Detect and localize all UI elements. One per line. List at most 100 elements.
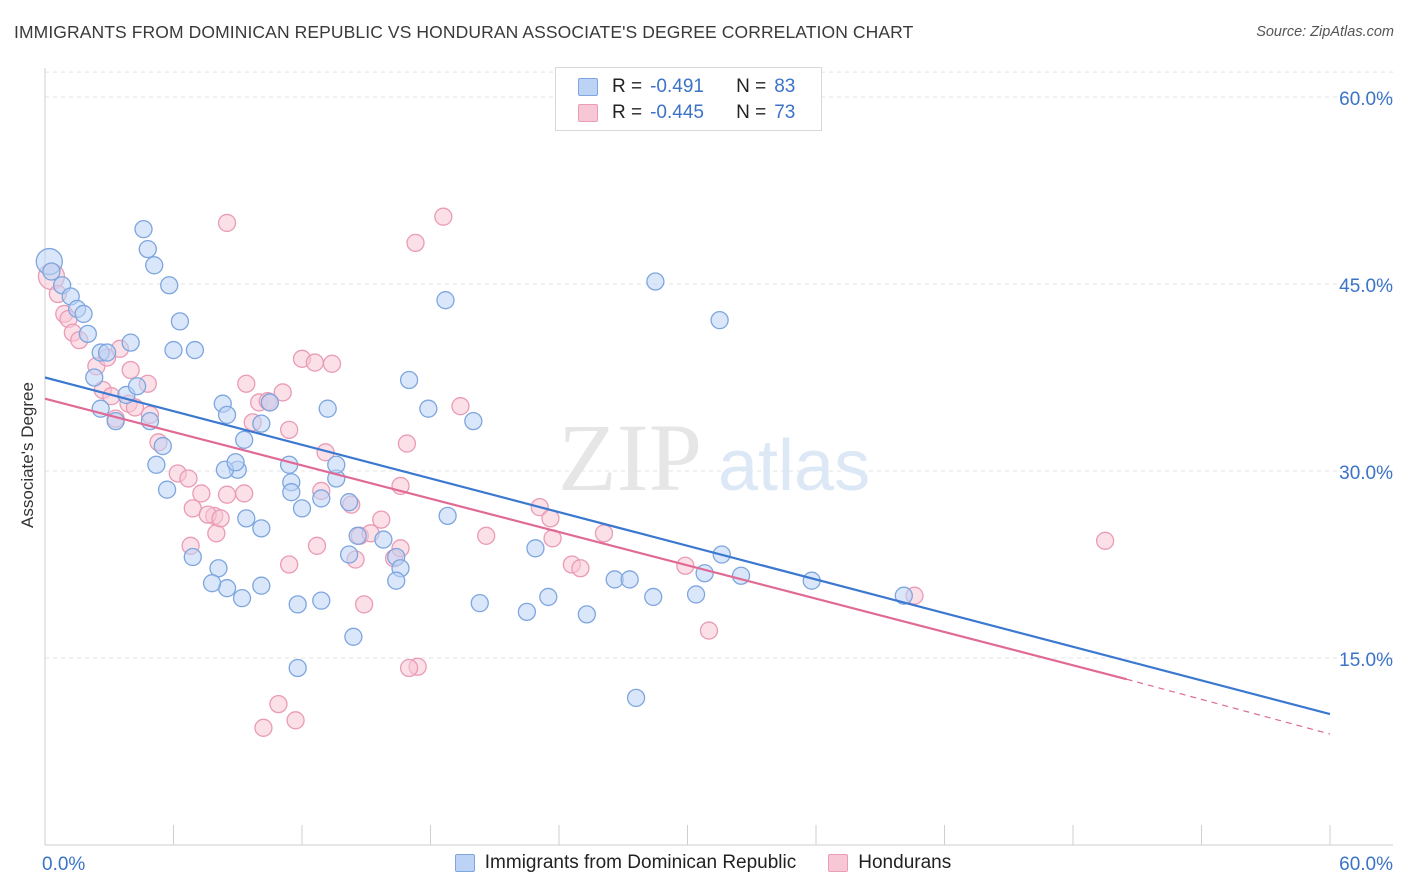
honduran-point	[399, 658, 419, 678]
legend-item-hondurans: Hondurans	[828, 852, 951, 874]
n-value: 73	[774, 102, 796, 123]
dominican-point	[339, 545, 359, 564]
honduran-point	[179, 469, 198, 488]
dominican-point	[464, 411, 483, 431]
dominican-point	[292, 499, 312, 518]
y-tick-label: 15.0%	[1339, 650, 1393, 671]
watermark: ZIP atlas	[558, 404, 870, 511]
dominican-point	[164, 340, 183, 360]
dominican-point	[339, 493, 359, 512]
blue-swatch	[454, 854, 475, 872]
honduran-point	[207, 524, 226, 543]
r-label: R =	[612, 76, 643, 97]
y-axis-label: Associate's Degree	[18, 382, 37, 528]
honduran-point	[699, 621, 719, 640]
honduran-point	[434, 207, 453, 226]
dominican-point	[217, 405, 237, 425]
dominican-point	[121, 333, 140, 352]
dominican-point	[260, 393, 280, 412]
dominican-point	[399, 370, 419, 390]
dominican-point	[312, 489, 331, 508]
n-label: N =	[736, 102, 767, 123]
legend-row-dominican: R = -0.491 N = 83	[578, 75, 795, 99]
pink-swatch	[828, 854, 849, 872]
honduran-point	[397, 434, 417, 453]
honduran-trend-extension	[1126, 678, 1331, 735]
y-tick-label: 30.0%	[1339, 463, 1393, 484]
dominican-point	[894, 586, 913, 605]
honduran-point	[269, 694, 288, 714]
dominican-point	[78, 324, 97, 344]
dominican-point	[252, 576, 271, 595]
dominican-point	[419, 399, 438, 418]
honduran-point	[192, 484, 211, 503]
trend-lines	[44, 376, 1331, 735]
watermark-atlas: atlas	[718, 426, 870, 506]
x-tick-label: 0.0%	[42, 854, 85, 875]
dominican-point	[134, 219, 153, 239]
honduran-point	[217, 485, 237, 504]
dominican-point	[374, 530, 393, 549]
honduran-point	[322, 354, 342, 373]
source-note: Source: ZipAtlas.com	[1256, 24, 1394, 40]
honduran-point	[406, 233, 425, 253]
honduran-point	[571, 559, 590, 578]
dominican-point	[160, 276, 179, 295]
dominican-point	[226, 453, 245, 472]
r-label: R =	[612, 102, 643, 123]
honduran-point	[273, 383, 292, 402]
n-value: 83	[774, 76, 796, 97]
dominican-point	[577, 605, 596, 624]
honduran-point	[1095, 531, 1115, 550]
dominican-trend-line	[44, 376, 1331, 716]
honduran-point	[121, 360, 140, 380]
watermark-zip: ZIP	[558, 404, 702, 511]
honduran-point	[211, 509, 230, 528]
honduran-point	[254, 718, 273, 737]
honduran-point	[237, 374, 256, 393]
dominican-point	[252, 519, 271, 538]
dominican-point	[526, 539, 545, 558]
legend-label: Immigrants from Dominican Republic	[484, 852, 797, 873]
dominican-point	[539, 587, 558, 607]
dominican-point	[279, 455, 299, 474]
dominican-point	[145, 256, 164, 275]
dominican-point	[517, 602, 537, 622]
grid-lines	[45, 71, 1393, 659]
correlation-legend: R = -0.491 N = 83 R = -0.445 N = 73	[555, 67, 822, 131]
chart-title: IMMIGRANTS FROM DOMINICAN REPUBLIC VS HO…	[14, 22, 914, 42]
dominican-point	[157, 480, 177, 499]
honduran-point	[307, 536, 327, 555]
n-label: N =	[736, 76, 767, 97]
dominican-point	[235, 430, 254, 449]
dominican-point	[185, 340, 205, 360]
dominican-point	[620, 570, 639, 589]
dominican-point	[312, 591, 331, 610]
y-tick-label: 60.0%	[1339, 89, 1393, 110]
honduran-point	[477, 526, 496, 545]
dominican-point	[646, 272, 665, 291]
series-legend: Immigrants from Dominican Republic Hondu…	[0, 852, 1406, 874]
dominican-point	[710, 311, 729, 330]
legend-label: Hondurans	[858, 852, 952, 873]
x-tick-labels: 0.0% 60.0%	[42, 854, 1393, 875]
dominican-point	[42, 262, 61, 281]
honduran-point	[451, 397, 470, 416]
honduran-point	[372, 510, 391, 529]
dominican-point	[147, 455, 166, 474]
dominican-point	[644, 587, 663, 607]
dominican-point	[470, 593, 489, 613]
blue-swatch	[578, 78, 598, 96]
honduran-trend-line	[44, 397, 1127, 681]
y-tick-labels: 15.0% 30.0% 45.0% 60.0%	[1339, 89, 1393, 671]
honduran-point	[217, 213, 237, 233]
dominican-point	[686, 585, 706, 604]
dominican-point	[252, 414, 271, 433]
honduran-point	[286, 711, 305, 730]
dominican-point	[74, 304, 93, 324]
dominican-point	[344, 627, 363, 646]
honduran-point	[354, 595, 374, 614]
pink-swatch	[578, 104, 598, 122]
dominican-point	[153, 436, 172, 456]
dominican-point	[138, 239, 157, 259]
